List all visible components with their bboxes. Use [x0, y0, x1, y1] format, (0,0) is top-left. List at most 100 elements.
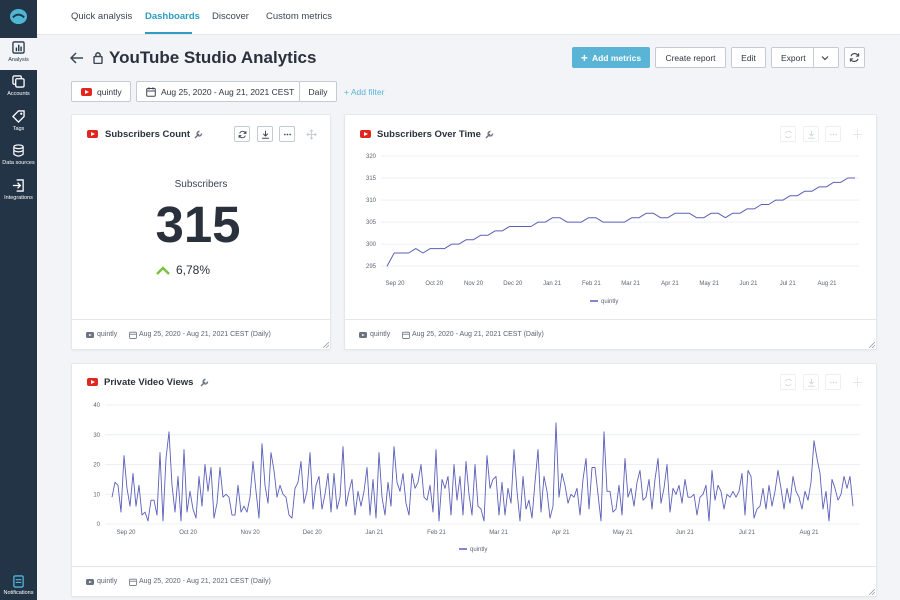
y-tick-label: 310 — [366, 198, 377, 204]
download-icon — [261, 130, 269, 139]
x-tick-label: Mar 21 — [489, 530, 508, 536]
export-divider — [813, 48, 814, 67]
bar-chart-icon — [12, 41, 25, 54]
resize-handle-icon[interactable] — [323, 342, 329, 348]
add-metrics-label: Add metrics — [591, 52, 642, 63]
sidebar-item-tags[interactable]: Tags — [0, 107, 37, 139]
x-tick-label: Jul 21 — [780, 281, 797, 287]
tab-quick-analysis[interactable]: Quick analysis — [71, 11, 133, 22]
sidebar-item-notifications[interactable]: Notifications — [0, 575, 37, 600]
series-line — [111, 422, 854, 522]
wrench-icon[interactable] — [193, 129, 204, 140]
footer-date-range: Aug 25, 2020 - Aug 21, 2021 CEST (Daily) — [139, 331, 271, 338]
metric-label: Subscribers — [174, 179, 228, 190]
youtube-icon — [360, 130, 371, 138]
x-tick-label: Oct 20 — [179, 530, 197, 536]
youtube-icon — [86, 332, 94, 338]
active-tab-indicator — [145, 32, 192, 34]
tag-icon — [12, 110, 25, 123]
tab-dashboards[interactable]: Dashboards — [145, 11, 200, 22]
widget-footer: quintly Aug 25, 2020 - Aug 21, 2021 CEST… — [72, 566, 876, 596]
subscribers-over-time-widget: Subscribers Over Time 295 300 305 310 315 320… — [344, 114, 877, 350]
more-icon — [283, 133, 291, 135]
interval-filter[interactable]: Daily — [299, 81, 337, 102]
back-arrow-icon[interactable] — [70, 52, 84, 64]
refresh-widget-button[interactable] — [780, 374, 796, 390]
y-tick-label: 305 — [366, 220, 377, 226]
footer-account: quintly — [370, 331, 391, 338]
more-options-button[interactable] — [825, 374, 841, 390]
x-tick-label: Feb 21 — [427, 530, 446, 536]
move-icon[interactable] — [852, 129, 863, 140]
refresh-icon — [849, 53, 860, 62]
export-button[interactable]: Export — [771, 47, 839, 68]
download-widget-button[interactable] — [257, 126, 273, 142]
widget-title: Subscribers Over Time — [377, 129, 481, 140]
resize-handle-icon[interactable] — [869, 589, 875, 595]
refresh-icon — [784, 130, 792, 138]
sidebar-item-analysis[interactable]: Analysis — [0, 38, 37, 70]
x-tick-label: Jan 21 — [543, 281, 562, 287]
widget-title: Subscribers Count — [105, 129, 190, 140]
download-icon — [807, 378, 815, 387]
sidebar-item-accounts[interactable]: Accounts — [0, 72, 37, 104]
move-icon[interactable] — [852, 377, 863, 388]
export-label: Export — [781, 52, 806, 63]
footer-date-range: Aug 25, 2020 - Aug 21, 2021 CEST (Daily) — [412, 331, 544, 338]
x-tick-label: May 21 — [613, 530, 633, 536]
x-tick-label: Aug 21 — [817, 281, 837, 287]
refresh-icon — [784, 378, 792, 386]
account-filter-label: quintly — [97, 86, 122, 97]
x-tick-label: Mar 21 — [621, 281, 640, 287]
tab-custom-metrics[interactable]: Custom metrics — [266, 11, 332, 22]
calendar-icon — [402, 331, 410, 339]
youtube-icon — [87, 378, 98, 386]
youtube-icon — [81, 87, 92, 96]
tab-discover[interactable]: Discover — [212, 11, 249, 22]
more-options-button[interactable] — [279, 126, 295, 142]
widget-footer: quintly Aug 25, 2020 - Aug 21, 2021 CEST… — [345, 319, 876, 349]
add-filter-link[interactable]: + Add filter — [344, 87, 385, 97]
download-widget-button[interactable] — [803, 126, 819, 142]
refresh-dashboard-button[interactable] — [844, 47, 865, 68]
x-tick-label: Jul 21 — [739, 530, 756, 536]
x-tick-label: Feb 21 — [582, 281, 601, 287]
app-logo-icon[interactable] — [9, 8, 28, 25]
x-tick-label: Jun 21 — [739, 281, 758, 287]
refresh-widget-button[interactable] — [234, 126, 250, 142]
sidebar-item-label: Accounts — [7, 91, 30, 97]
y-tick-label: 40 — [93, 403, 100, 409]
y-tick-label: 320 — [366, 154, 377, 160]
add-metrics-button[interactable]: + Add metrics — [572, 47, 650, 68]
y-tick-label: 10 — [93, 492, 100, 498]
edit-button[interactable]: Edit — [731, 47, 766, 68]
sidebar-item-data-sources[interactable]: Data sources — [0, 141, 37, 173]
resize-handle-icon[interactable] — [869, 342, 875, 348]
youtube-icon — [86, 579, 94, 585]
calendar-icon — [146, 86, 156, 97]
download-widget-button[interactable] — [803, 374, 819, 390]
more-options-button[interactable] — [825, 126, 841, 142]
account-filter[interactable]: quintly — [71, 81, 131, 102]
move-icon[interactable] — [306, 129, 317, 140]
x-tick-label: Nov 20 — [241, 530, 261, 536]
calendar-icon — [129, 331, 137, 339]
youtube-icon — [87, 130, 98, 138]
top-navigation: Quick analysis Dashboards Discover Custo… — [37, 0, 900, 35]
more-icon — [829, 133, 837, 135]
x-tick-label: Apr 21 — [552, 530, 570, 536]
refresh-widget-button[interactable] — [780, 126, 796, 142]
date-range-filter[interactable]: Aug 25, 2020 - Aug 21, 2021 CEST — [136, 81, 300, 102]
series-line — [386, 177, 855, 267]
sidebar-item-label: Analysis — [8, 57, 29, 63]
wrench-icon[interactable] — [199, 377, 210, 388]
y-tick-label: 315 — [366, 176, 377, 182]
create-report-button[interactable]: Create report — [655, 47, 726, 68]
wrench-icon[interactable] — [484, 129, 495, 140]
refresh-icon — [238, 130, 246, 138]
sidebar-item-integrations[interactable]: Integrations — [0, 176, 37, 208]
x-tick-label: Sep 20 — [385, 281, 405, 287]
integrations-icon — [12, 179, 24, 192]
x-tick-label: Nov 20 — [464, 281, 484, 287]
chevron-down-icon[interactable] — [821, 54, 829, 62]
